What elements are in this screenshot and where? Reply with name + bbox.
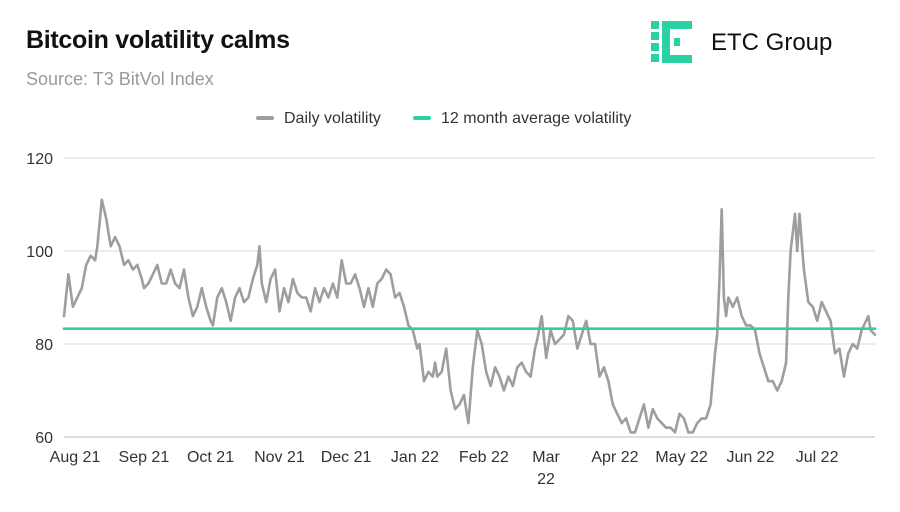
chart-title: Bitcoin volatility calms (26, 26, 290, 54)
logo-block (674, 38, 680, 46)
etc-group-logo: ETC Group (651, 18, 881, 68)
chart-subtitle: Source: T3 BitVol Index (26, 69, 214, 89)
x-tick-label: Jul 22 (796, 449, 839, 466)
logo-block (651, 21, 659, 29)
x-tick-label: Nov 21 (254, 449, 305, 466)
logo-block (651, 32, 659, 40)
logo-block (662, 21, 692, 29)
legend-label-daily-volatility: Daily volatility (284, 110, 381, 127)
logo-block (651, 43, 659, 51)
x-tick-label: Apr 22 (591, 449, 638, 466)
etc-group-logo-icon (651, 21, 692, 63)
x-tick-label: Feb 22 (459, 449, 509, 466)
x-tick-label: Jun 22 (726, 449, 774, 466)
logo-block (662, 21, 670, 63)
legend-swatch-12-month-average (413, 115, 431, 120)
legend-swatch-daily-volatility (256, 115, 274, 120)
x-tick-label: Mar 22 (532, 449, 560, 488)
y-tick-label: 80 (35, 337, 53, 354)
series-line-daily-volatility (62, 198, 877, 434)
x-tick-label: Dec 21 (321, 449, 372, 466)
logo-block (651, 54, 659, 62)
chart-legend: Daily volatility 12 month average volati… (0, 110, 900, 132)
y-tick-label: 120 (26, 151, 53, 168)
x-tick-label: Oct 21 (187, 449, 234, 466)
x-tick-label: Aug 21 (50, 449, 101, 466)
x-tick-label: May 22 (655, 449, 708, 466)
y-tick-label: 100 (26, 244, 53, 261)
logo-block (684, 21, 692, 29)
legend-label-12-month-average: 12 month average volatility (441, 110, 632, 127)
x-tick-label: Sep 21 (119, 449, 170, 466)
x-tick-label: Jan 22 (391, 449, 439, 466)
legend-item-12-month-average: 12 month average volatility (413, 110, 631, 128)
y-tick-label: 60 (35, 430, 53, 447)
logo-block (662, 55, 692, 63)
legend-item-daily-volatility: Daily volatility (256, 110, 381, 128)
logo-block (684, 55, 692, 63)
etc-group-logo-text: ETC Group (711, 29, 833, 56)
